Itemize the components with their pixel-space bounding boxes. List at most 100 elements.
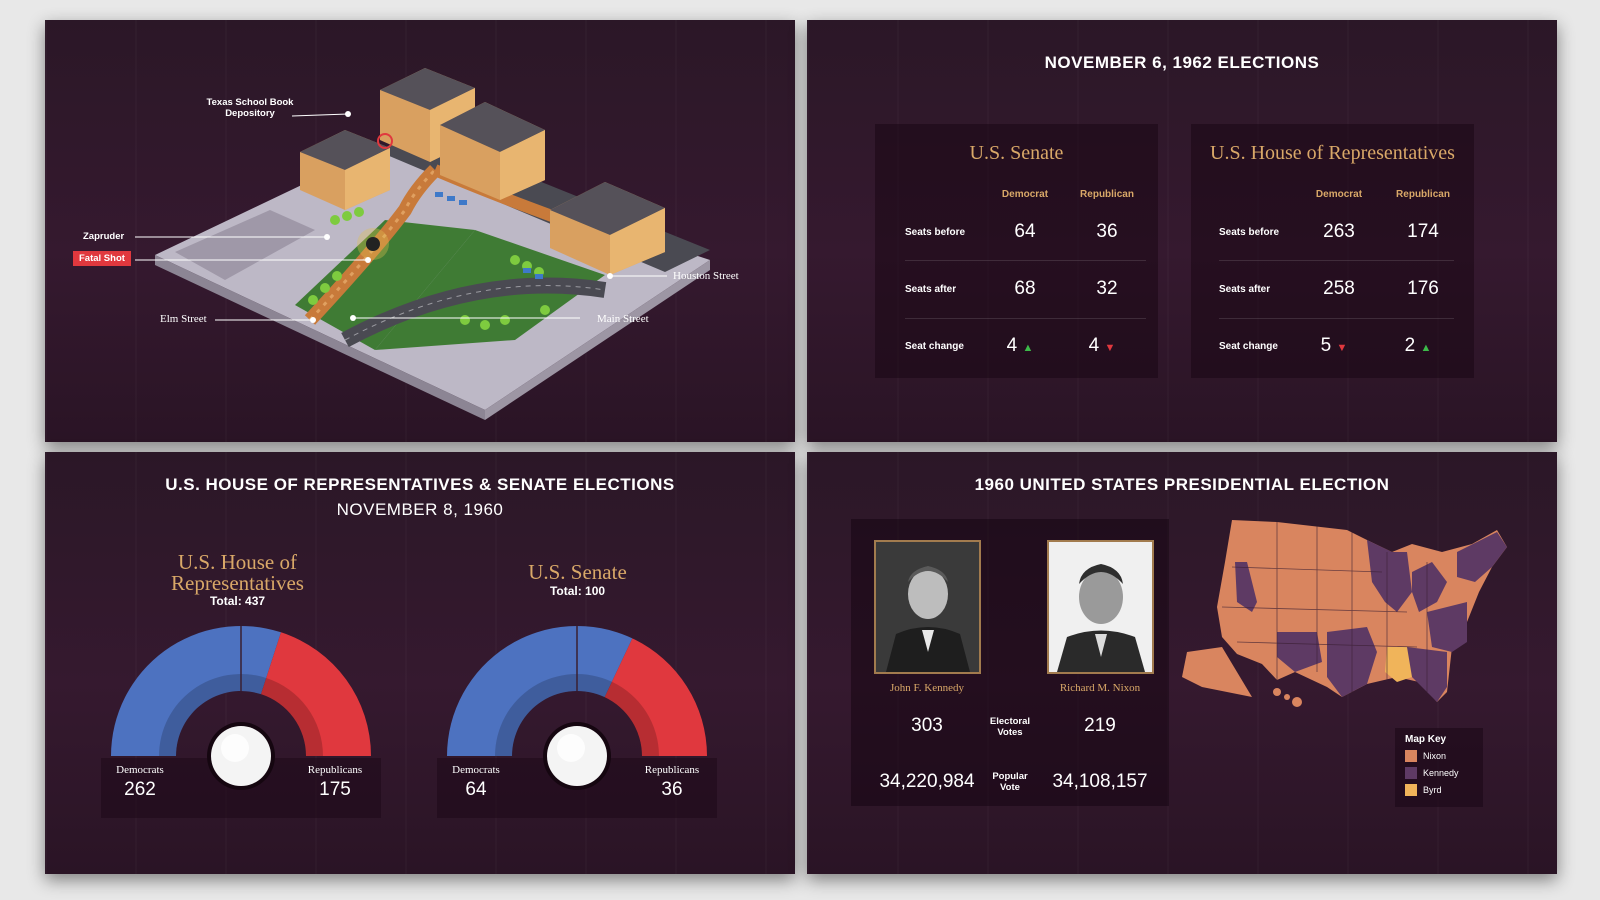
senate-total: Total: 100: [549, 584, 606, 598]
house-total: Total: 437: [209, 594, 266, 608]
key-label: Nixon: [1423, 751, 1447, 761]
main-street-label: Main Street: [597, 313, 649, 325]
house-dem-before: 263: [1323, 221, 1355, 242]
panel-title: U.S. HOUSE OF REPRESENTATIVES & SENATE E…: [165, 475, 675, 494]
label-line: Popular: [992, 771, 1028, 782]
senate-rep-before: 36: [1096, 221, 1118, 242]
key-label: Byrd: [1423, 785, 1442, 795]
label-line: Votes: [997, 727, 1023, 738]
swatch-byrd: [1405, 784, 1417, 796]
arrow-down-icon: ▼: [1104, 342, 1116, 354]
row-divider: [1219, 318, 1454, 319]
senate-dem-after: 68: [1014, 278, 1036, 299]
house-heading: U.S. House of Representatives: [1210, 142, 1455, 164]
dealey-plaza-panel: Texas School Book Depository Zapruder Fa…: [45, 20, 795, 442]
change-value: 5: [1320, 335, 1332, 356]
map-key-item: Byrd: [1405, 784, 1473, 796]
house-dem-after: 258: [1323, 278, 1355, 299]
house-dem-change: 5 ▼: [1294, 335, 1374, 357]
house-knob-highlight: [221, 734, 249, 762]
change-value: 4: [1006, 335, 1018, 356]
gauge-charts: [101, 625, 717, 818]
row-divider: [905, 318, 1146, 319]
nixon-name: Richard M. Nixon: [1059, 682, 1141, 694]
map-key: Map Key Nixon Kennedy Byrd: [1395, 728, 1483, 807]
house-rep-after: 176: [1407, 278, 1439, 299]
col-republican: Republican: [1396, 189, 1450, 200]
us-electoral-map: [1182, 520, 1507, 707]
house-gauge-title: U.S. House of Representatives: [145, 552, 330, 594]
senate-rep-after: 32: [1096, 278, 1118, 299]
senate-rep-value: 36: [661, 779, 683, 800]
house-inner-shade-rep: [260, 677, 323, 756]
map-key-title: Map Key: [1405, 734, 1447, 745]
senate-dem-before: 64: [1014, 221, 1036, 242]
row-label: Seats before: [905, 227, 966, 238]
house-democrat-arc: [111, 626, 281, 756]
congress-1960-panel: U.S. HOUSE OF REPRESENTATIVES & SENATE E…: [45, 452, 795, 874]
senate-gauge-title: U.S. Senate: [528, 560, 627, 584]
panel-subtitle: NOVEMBER 8, 1960: [336, 500, 504, 519]
house-rep-label: Republicans: [307, 764, 363, 776]
arrow-down-icon: ▼: [1336, 342, 1348, 354]
portrait-image: [876, 542, 979, 672]
col-democrat: Democrat: [1001, 189, 1049, 200]
row-label: Seats before: [1219, 227, 1280, 238]
kennedy-name: John F. Kennedy: [890, 682, 964, 694]
nixon-portrait: [1047, 540, 1154, 674]
row-label: Seats after: [1219, 284, 1271, 295]
presidential-1960-panel: 1960 UNITED STATES PRESIDENTIAL ELECTION…: [807, 452, 1557, 874]
senate-knob-highlight: [557, 734, 585, 762]
portrait-image: [1049, 542, 1152, 672]
house-table: U.S. House of Representatives Democrat R…: [1191, 124, 1474, 378]
row-label: Seat change: [1219, 341, 1278, 352]
elections-1962-panel: NOVEMBER 6, 1962 ELECTIONS U.S. Senate D…: [807, 20, 1557, 442]
change-value: 2: [1404, 335, 1416, 356]
senate-dem-change: 4 ▲: [980, 335, 1060, 357]
arrow-up-icon: ▲: [1022, 342, 1034, 354]
house-republican-arc: [260, 632, 371, 756]
senate-inner-shade-rep: [604, 681, 659, 756]
senate-inner-shade-dem: [495, 674, 612, 756]
depository-label: Texas School Book Depository: [206, 97, 294, 119]
popular-vote-label: Popular Vote: [980, 771, 1040, 793]
kennedy-popular: 34,220,984: [879, 771, 975, 792]
row-label: Seats after: [905, 284, 957, 295]
row-label: Seat change: [905, 341, 964, 352]
kennedy-portrait: [874, 540, 981, 674]
dealey-plaza-illustration: [135, 68, 710, 420]
elm-street-label: Elm Street: [160, 313, 207, 325]
swatch-nixon: [1405, 750, 1417, 762]
nixon-electoral: 219: [1084, 715, 1116, 736]
senate-republican-arc: [604, 638, 707, 756]
zapruder-label: Zapruder: [83, 231, 125, 242]
electoral-votes-label: Electoral Votes: [980, 716, 1040, 738]
map-key-item: Kennedy: [1405, 767, 1473, 779]
panel-title: NOVEMBER 6, 1962 ELECTIONS: [1044, 53, 1320, 72]
senate-table: U.S. Senate Democrat Republican Seats be…: [875, 124, 1158, 378]
col-republican: Republican: [1080, 189, 1134, 200]
panel-title: 1960 UNITED STATES PRESIDENTIAL ELECTION: [974, 475, 1390, 494]
col-democrat: Democrat: [1315, 189, 1363, 200]
heading-line: U.S. House of: [178, 550, 297, 574]
label-line: Vote: [1000, 782, 1020, 793]
heading-line: Representatives: [171, 571, 304, 595]
key-label: Kennedy: [1423, 768, 1459, 778]
houston-street-label: Houston Street: [673, 270, 739, 282]
senate-dem-value: 64: [465, 779, 487, 800]
row-divider: [905, 260, 1146, 261]
row-divider: [1219, 260, 1454, 261]
senate-dem-label: Democrats: [452, 764, 500, 776]
house-inner-shade-dem: [159, 674, 267, 756]
map-key-item: Nixon: [1405, 750, 1473, 762]
house-rep-before: 174: [1407, 221, 1439, 242]
senate-democrat-arc: [447, 625, 633, 756]
fatal-shot-label: Fatal Shot: [73, 251, 131, 266]
house-dem-value: 262: [124, 779, 156, 800]
kennedy-electoral: 303: [911, 715, 943, 736]
house-rep-value: 175: [319, 779, 351, 800]
change-value: 4: [1088, 335, 1100, 356]
house-rep-change: 2 ▲: [1378, 335, 1458, 357]
senate-heading: U.S. Senate: [969, 142, 1064, 164]
senate-rep-change: 4 ▼: [1062, 335, 1142, 357]
